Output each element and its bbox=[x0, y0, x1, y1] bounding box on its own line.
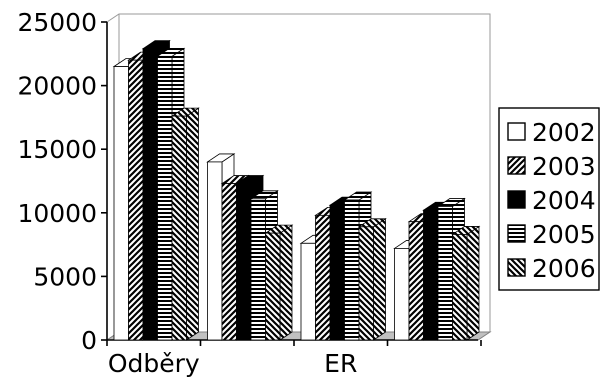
y-tick-label: 10000 bbox=[17, 199, 97, 228]
legend: 2002 2003 2004 2005 2006 bbox=[498, 107, 600, 291]
y-tick-label: 25000 bbox=[17, 8, 97, 37]
legend-label: 2002 bbox=[532, 118, 596, 147]
bar-2006-0 bbox=[170, 107, 200, 341]
legend-label: 2005 bbox=[532, 220, 596, 249]
x-category-label: ER bbox=[324, 349, 357, 378]
bar-2006-1 bbox=[264, 224, 294, 341]
axes: 0 5000 10000 15000 20000 25000 Odběry ER bbox=[17, 8, 482, 378]
x-category-label: Odběry bbox=[108, 349, 200, 378]
legend-item-2004: 2004 bbox=[507, 186, 596, 215]
legend-label: 2006 bbox=[532, 254, 596, 283]
legend-item-2005: 2005 bbox=[507, 220, 596, 249]
legend-swatch bbox=[507, 190, 526, 209]
legend-swatch bbox=[507, 156, 526, 175]
legend-item-2006: 2006 bbox=[507, 254, 596, 283]
legend-label: 2004 bbox=[532, 186, 596, 215]
y-tick-label: 20000 bbox=[17, 72, 97, 101]
legend-label: 2003 bbox=[532, 152, 596, 181]
legend-swatch bbox=[507, 258, 526, 277]
y-tick-label: 5000 bbox=[33, 262, 97, 291]
legend-item-2003: 2003 bbox=[507, 152, 596, 181]
bar-2006-2 bbox=[357, 218, 387, 341]
y-tick-label: 15000 bbox=[17, 135, 97, 164]
bar-2006-3 bbox=[451, 225, 481, 341]
bars bbox=[112, 39, 481, 341]
legend-item-2002: 2002 bbox=[507, 118, 596, 147]
legend-swatch bbox=[507, 122, 526, 141]
legend-swatch bbox=[507, 224, 526, 243]
y-tick-label: 0 bbox=[81, 326, 97, 355]
